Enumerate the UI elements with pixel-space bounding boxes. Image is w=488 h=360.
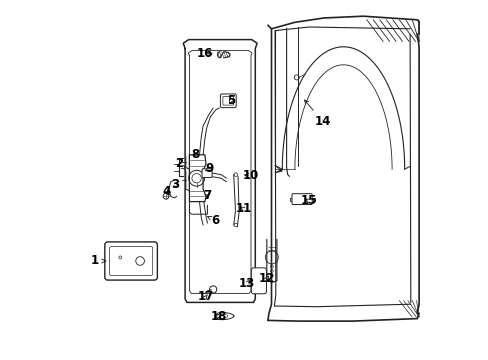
FancyBboxPatch shape xyxy=(291,194,311,204)
FancyBboxPatch shape xyxy=(223,96,233,105)
Text: 9: 9 xyxy=(204,162,213,175)
Text: 15: 15 xyxy=(300,194,316,207)
FancyBboxPatch shape xyxy=(104,242,157,280)
Text: 18: 18 xyxy=(210,310,226,323)
Text: 10: 10 xyxy=(243,169,259,182)
FancyBboxPatch shape xyxy=(202,169,212,177)
Text: 7: 7 xyxy=(203,189,211,202)
Text: 12: 12 xyxy=(258,273,274,285)
Text: 5: 5 xyxy=(226,94,234,107)
Text: 2: 2 xyxy=(175,157,185,170)
Text: 11: 11 xyxy=(235,202,251,215)
Text: 4: 4 xyxy=(162,185,170,198)
FancyBboxPatch shape xyxy=(251,268,266,294)
Text: 14: 14 xyxy=(304,100,330,128)
FancyBboxPatch shape xyxy=(109,247,152,275)
Text: 8: 8 xyxy=(191,148,199,161)
Text: 1: 1 xyxy=(91,255,105,267)
Text: 17: 17 xyxy=(197,291,213,303)
Text: 13: 13 xyxy=(238,277,254,290)
Text: 3: 3 xyxy=(171,178,179,191)
FancyBboxPatch shape xyxy=(220,94,236,108)
Text: 6: 6 xyxy=(207,214,219,227)
Text: 16: 16 xyxy=(196,47,213,60)
